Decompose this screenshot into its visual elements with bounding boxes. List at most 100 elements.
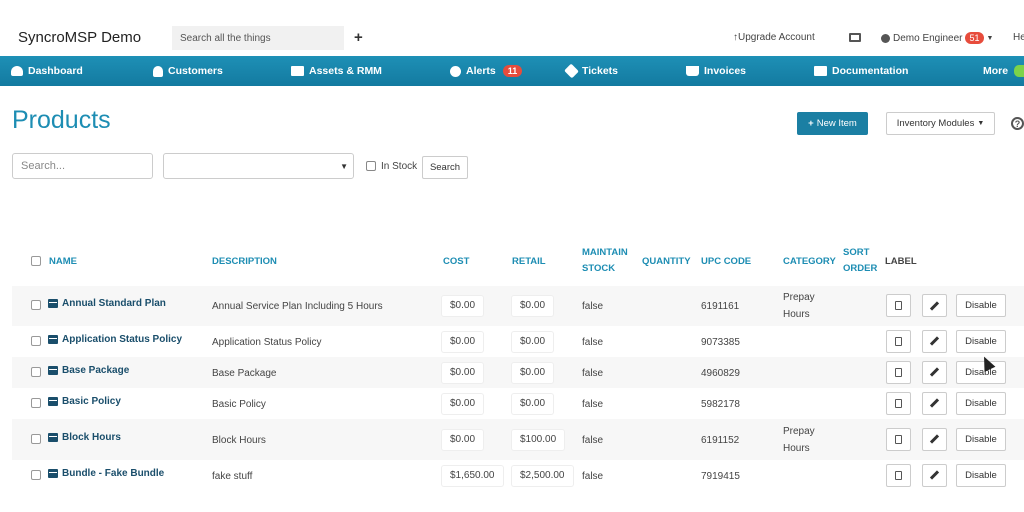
pencil-icon	[929, 398, 940, 408]
print-label-button[interactable]	[886, 427, 911, 451]
retail-value[interactable]: $0.00	[512, 296, 554, 316]
cost-value[interactable]: $0.00	[442, 296, 484, 316]
cost-value[interactable]: $0.00	[442, 429, 484, 450]
product-name-link[interactable]: Application Status Policy	[48, 334, 182, 345]
upgrade-account-label: Upgrade Account	[738, 32, 815, 43]
box-icon	[48, 299, 58, 308]
upc-value: 6191152	[701, 434, 740, 446]
box-icon	[48, 365, 58, 375]
maintain-stock-value: false	[582, 470, 604, 482]
user-menu[interactable]: Demo Engineer 51 ▼	[881, 32, 993, 44]
caret-down-icon: ▼	[340, 162, 348, 171]
help-link[interactable]: He	[1013, 32, 1024, 43]
nav-tickets[interactable]: Tickets	[564, 63, 618, 79]
product-name-link[interactable]: Bundle - Fake Bundle	[48, 468, 164, 479]
print-label-button[interactable]	[886, 360, 911, 384]
nav-label: Tickets	[582, 65, 618, 77]
cost-value[interactable]: $1,650.00	[442, 465, 503, 486]
print-label-button[interactable]	[886, 329, 911, 353]
bell-icon[interactable]	[1014, 65, 1024, 77]
in-stock-label: In Stock	[381, 161, 418, 172]
nav-label: Alerts	[466, 65, 496, 77]
col-quantity[interactable]: QUANTITY	[642, 256, 691, 267]
retail-value[interactable]: $100.00	[512, 429, 565, 450]
row-checkbox[interactable]	[31, 397, 41, 408]
alert-icon	[450, 65, 461, 77]
nav-assets-rmm[interactable]: Assets & RMM	[291, 65, 382, 77]
edit-button[interactable]	[922, 360, 947, 384]
app-brand[interactable]: SyncroMSP Demo	[18, 29, 142, 46]
gauge-icon	[11, 66, 23, 76]
row-checkbox[interactable]	[31, 469, 41, 480]
product-name-link[interactable]: Base Package	[48, 365, 129, 376]
col-category[interactable]: CATEGORY	[783, 256, 836, 267]
product-description: Basic Policy	[212, 398, 266, 410]
add-button[interactable]: +	[354, 29, 363, 46]
col-maintain-stock[interactable]: MAINTAIN STOCK	[582, 245, 628, 277]
retail-value[interactable]: $0.00	[512, 362, 554, 383]
cost-value[interactable]: $0.00	[442, 393, 484, 414]
nav-customers[interactable]: Customers	[153, 65, 223, 77]
card-icon[interactable]	[849, 33, 861, 42]
document-icon	[895, 434, 902, 444]
maintain-stock-value: false	[582, 301, 604, 312]
product-description: Annual Service Plan Including 5 Hours	[212, 301, 383, 312]
global-search-input[interactable]	[172, 26, 344, 50]
row-checkbox[interactable]	[31, 300, 41, 310]
new-item-button[interactable]: + New Item	[797, 112, 868, 135]
nav-alerts[interactable]: Alerts 11	[450, 65, 523, 77]
product-name-link[interactable]: Annual Standard Plan	[48, 298, 166, 309]
cost-value[interactable]: $0.00	[442, 331, 484, 352]
cost-value[interactable]: $0.00	[442, 362, 484, 383]
inventory-modules-label: Inventory Modules	[896, 118, 975, 129]
upgrade-account-link[interactable]: ↑Upgrade Account	[733, 32, 815, 43]
row-checkbox[interactable]	[31, 366, 41, 377]
disable-button[interactable]: Disable	[956, 360, 1006, 384]
disable-button[interactable]: Disable	[956, 427, 1006, 451]
col-upc[interactable]: UPC CODE	[701, 256, 752, 267]
print-label-button[interactable]	[886, 391, 911, 415]
help-icon[interactable]: ?	[1011, 117, 1024, 130]
disable-button[interactable]: Disable	[956, 294, 1006, 317]
col-description[interactable]: DESCRIPTION	[212, 256, 277, 267]
table-row: Bundle - Fake Bundle fake stuff $1,650.00 $…	[12, 460, 1024, 491]
document-icon	[895, 336, 902, 346]
nav-invoices[interactable]: Invoices	[686, 65, 746, 77]
nav-label: Invoices	[704, 65, 747, 77]
edit-button[interactable]	[922, 463, 947, 487]
nav-more[interactable]: More	[983, 65, 1008, 77]
user-icon	[153, 65, 163, 77]
product-name-link[interactable]: Block Hours	[48, 432, 121, 443]
disable-button[interactable]: Disable	[956, 329, 1006, 353]
print-label-button[interactable]	[886, 294, 911, 317]
nav-label: Dashboard	[28, 65, 83, 77]
upc-value: 9073385	[701, 336, 740, 348]
edit-button[interactable]	[922, 294, 947, 317]
search-button[interactable]: Search	[422, 156, 468, 179]
row-checkbox[interactable]	[31, 335, 41, 346]
retail-value[interactable]: $0.00	[512, 331, 554, 352]
category-select[interactable]: ▼	[163, 153, 354, 179]
edit-button[interactable]	[922, 427, 947, 451]
retail-value[interactable]: $0.00	[512, 393, 554, 414]
nav-dashboard[interactable]: Dashboard	[11, 65, 83, 77]
select-all-checkbox[interactable]	[31, 256, 41, 266]
in-stock-checkbox[interactable]	[366, 161, 376, 171]
col-name[interactable]: NAME	[49, 256, 77, 267]
col-retail[interactable]: RETAIL	[512, 256, 546, 267]
table-row: Block Hours Block Hours $0.00 $100.00 false 6…	[12, 419, 1024, 460]
product-name-link[interactable]: Basic Policy	[48, 396, 121, 407]
retail-value[interactable]: $2,500.00	[512, 465, 573, 486]
nav-documentation[interactable]: Documentation	[814, 65, 908, 77]
product-search-input[interactable]	[12, 153, 153, 179]
row-checkbox[interactable]	[31, 433, 41, 444]
disable-button[interactable]: Disable	[956, 391, 1006, 415]
edit-button[interactable]	[922, 329, 947, 353]
col-sort-order[interactable]: SORT ORDER	[843, 245, 877, 277]
inventory-modules-button[interactable]: Inventory Modules ▼	[886, 112, 995, 135]
product-description: fake stuff	[212, 470, 253, 482]
print-label-button[interactable]	[886, 463, 911, 487]
disable-button[interactable]: Disable	[956, 463, 1006, 487]
col-cost[interactable]: COST	[443, 256, 470, 267]
edit-button[interactable]	[922, 391, 947, 415]
